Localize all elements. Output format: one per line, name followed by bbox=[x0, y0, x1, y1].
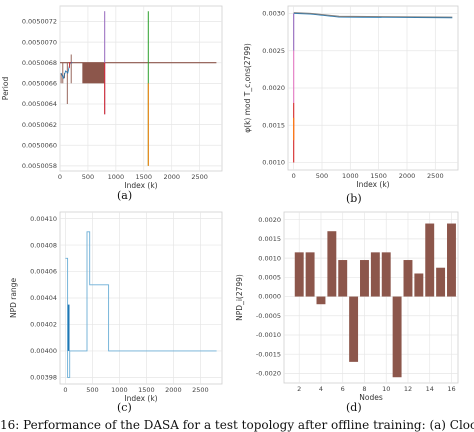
x-tick-label: 0 bbox=[292, 172, 296, 180]
chart-b: 0 500 1000 1500 2000 2500 0.0010 0.0015 0.0020 0.… bbox=[243, 5, 459, 189]
panel-label-a: (a) bbox=[117, 189, 133, 202]
y-tick-label: 0.0010 bbox=[262, 159, 285, 167]
bar-node-10 bbox=[381, 252, 391, 297]
x-tick-label: 1000 bbox=[108, 173, 125, 181]
series-line-npd-range bbox=[65, 231, 217, 378]
y-tick-label: 0.0020 bbox=[262, 84, 285, 92]
bar-node-14 bbox=[425, 223, 435, 297]
y-tick-label: 0.0015 bbox=[258, 235, 281, 243]
panel-label-d: (d) bbox=[346, 401, 362, 414]
y-tick-label: 0.0000 bbox=[258, 293, 281, 301]
bar-node-4 bbox=[316, 296, 326, 305]
y-tick-label: 0.00400 bbox=[30, 347, 57, 355]
series-line-red-early bbox=[69, 62, 72, 68]
y-axis-label: Period bbox=[1, 77, 10, 101]
y-tick-label: 0.0050062 bbox=[22, 121, 57, 129]
x-tick-label: 1500 bbox=[136, 173, 153, 181]
bar-node-11 bbox=[392, 296, 402, 378]
x-tick-label: 4 bbox=[319, 385, 323, 393]
x-axis-label: Nodes bbox=[359, 393, 383, 402]
x-tick-label: 2000 bbox=[165, 386, 182, 394]
bar-node-9 bbox=[370, 252, 380, 297]
y-tick-label: 0.00398 bbox=[30, 374, 57, 382]
x-axis-label: Index (k) bbox=[356, 180, 389, 189]
x-tick-label: 8 bbox=[362, 385, 366, 393]
y-tick-label: -0.0005 bbox=[256, 312, 281, 320]
y-tick-label: 0.0030 bbox=[262, 10, 285, 18]
x-axis-label: Index (k) bbox=[124, 181, 157, 190]
x-tick-label: 12 bbox=[404, 385, 412, 393]
y-tick-label: 0.0015 bbox=[262, 121, 285, 129]
x-tick-label: 16 bbox=[447, 385, 455, 393]
x-tick-label: 14 bbox=[426, 385, 434, 393]
bar-node-12 bbox=[403, 260, 413, 297]
x-tick-label: 2000 bbox=[399, 172, 416, 180]
y-tick-label: 0.0025 bbox=[262, 47, 285, 55]
y-tick-label: 0.00402 bbox=[30, 321, 57, 329]
y-tick-label: 0.0020 bbox=[258, 216, 281, 224]
series-line-blue bbox=[293, 13, 453, 19]
y-tick-label: 0.0050060 bbox=[22, 141, 57, 149]
bar-node-15 bbox=[436, 267, 446, 297]
x-tick-label: 1000 bbox=[111, 386, 128, 394]
chart-a: 0 500 1000 1500 2000 2500 0.0050058 0.0050060 0.… bbox=[1, 5, 223, 190]
x-tick-label: 500 bbox=[82, 173, 94, 181]
y-tick-label: 0.0050072 bbox=[22, 18, 57, 26]
y-tick-label: -0.0010 bbox=[256, 331, 281, 339]
chart-c: 0 500 1000 1500 2000 2500 0.00398 0.00400 0.0040… bbox=[9, 211, 223, 403]
y-tick-label: -0.0015 bbox=[256, 350, 281, 358]
x-tick-label: 2500 bbox=[427, 172, 444, 180]
y-tick-label: 0.00404 bbox=[30, 294, 57, 302]
series-line-gray bbox=[293, 12, 453, 18]
x-tick-label: 0 bbox=[63, 386, 67, 394]
x-tick-label: 2500 bbox=[192, 386, 209, 394]
figure-caption: 16: Performance of the DASA for a test t… bbox=[0, 418, 474, 432]
bar-node-7 bbox=[349, 296, 359, 362]
x-tick-label: 1500 bbox=[138, 386, 155, 394]
x-tick-label: 1500 bbox=[370, 172, 387, 180]
bar-node-2 bbox=[294, 252, 304, 297]
bar-node-8 bbox=[360, 260, 369, 297]
bar-node-5 bbox=[327, 231, 337, 297]
y-tick-label: 0.00408 bbox=[30, 241, 57, 249]
y-tick-label: -0.0020 bbox=[256, 370, 281, 378]
y-axis-label: NPD_i(2799) bbox=[235, 274, 244, 321]
x-axis-label: Index (k) bbox=[124, 394, 157, 403]
x-tick-label: 10 bbox=[382, 385, 390, 393]
panel-label-b: (b) bbox=[346, 192, 362, 205]
y-tick-label: 0.0010 bbox=[258, 254, 281, 262]
block-mark bbox=[82, 62, 105, 84]
x-tick-label: 2500 bbox=[191, 173, 208, 181]
plot-area-a bbox=[59, 5, 223, 172]
x-tick-label: 2 bbox=[297, 385, 301, 393]
chart-d: 2 4 6 8 10 12 14 16 -0.0020 -0.0015 -0.0010 -0.0005… bbox=[235, 211, 459, 402]
x-tick-label: 0 bbox=[58, 173, 62, 181]
y-axis-label: NPD range bbox=[9, 278, 18, 318]
bar-node-13 bbox=[414, 273, 424, 297]
panel-label-c: (c) bbox=[117, 401, 132, 414]
y-tick-label: 0.0050066 bbox=[22, 80, 57, 88]
x-tick-label: 500 bbox=[86, 386, 98, 394]
y-tick-label: 0.0050070 bbox=[22, 38, 57, 46]
x-tick-label: 1000 bbox=[342, 172, 359, 180]
y-tick-label: 0.0005 bbox=[258, 274, 281, 282]
bar-node-3 bbox=[305, 252, 315, 297]
x-tick-label: 500 bbox=[316, 172, 328, 180]
y-tick-label: 0.0050058 bbox=[22, 162, 57, 170]
x-tick-label: 6 bbox=[341, 385, 345, 393]
y-axis-label: φ(k) mod T_c,ons(2799) bbox=[243, 43, 252, 133]
y-tick-label: 0.0050068 bbox=[22, 59, 57, 67]
y-tick-label: 0.00410 bbox=[30, 215, 57, 223]
bar-node-16 bbox=[447, 223, 456, 297]
y-tick-label: 0.0050064 bbox=[22, 100, 57, 108]
y-tick-label: 0.00406 bbox=[30, 268, 57, 276]
x-tick-label: 2000 bbox=[163, 173, 180, 181]
bar-node-6 bbox=[338, 260, 348, 297]
